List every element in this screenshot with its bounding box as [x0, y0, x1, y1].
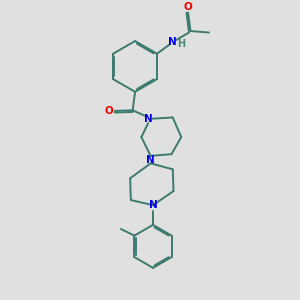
- Text: H: H: [177, 39, 185, 49]
- Text: N: N: [146, 155, 155, 165]
- Text: N: N: [144, 114, 153, 124]
- Text: O: O: [104, 106, 113, 116]
- Text: N: N: [168, 38, 177, 47]
- Text: N: N: [148, 200, 158, 210]
- Text: O: O: [184, 2, 193, 12]
